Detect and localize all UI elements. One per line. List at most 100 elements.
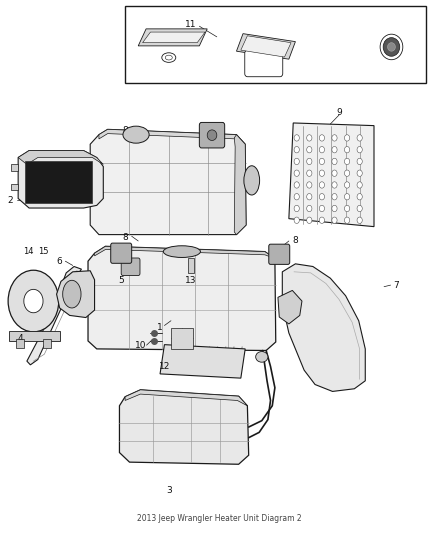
Polygon shape [171, 328, 193, 349]
Text: 12: 12 [159, 362, 170, 371]
Text: 8: 8 [122, 233, 128, 242]
Polygon shape [138, 29, 207, 46]
Circle shape [319, 147, 325, 153]
Circle shape [307, 147, 312, 153]
Text: 11: 11 [185, 20, 196, 29]
Polygon shape [143, 32, 205, 43]
Text: 13: 13 [185, 276, 196, 285]
Polygon shape [278, 290, 302, 324]
Text: 5: 5 [118, 276, 124, 285]
Ellipse shape [165, 55, 172, 60]
Circle shape [357, 217, 362, 223]
Polygon shape [120, 390, 249, 464]
Circle shape [344, 147, 350, 153]
Circle shape [294, 205, 299, 212]
Text: 2013 Jeep Wrangler Heater Unit Diagram 2: 2013 Jeep Wrangler Heater Unit Diagram 2 [137, 514, 301, 523]
Circle shape [319, 170, 325, 176]
Circle shape [294, 182, 299, 188]
Circle shape [319, 135, 325, 141]
Circle shape [319, 205, 325, 212]
Text: 9: 9 [336, 108, 342, 117]
Circle shape [24, 289, 43, 313]
Circle shape [357, 147, 362, 153]
Circle shape [307, 217, 312, 223]
Circle shape [332, 205, 337, 212]
Circle shape [307, 158, 312, 165]
Circle shape [344, 170, 350, 176]
Polygon shape [160, 345, 245, 378]
Polygon shape [18, 151, 103, 165]
Circle shape [307, 205, 312, 212]
FancyBboxPatch shape [199, 123, 225, 148]
Polygon shape [90, 130, 246, 235]
Circle shape [319, 182, 325, 188]
Ellipse shape [256, 352, 268, 362]
Bar [10, 331, 60, 342]
Polygon shape [283, 264, 365, 391]
FancyBboxPatch shape [121, 258, 140, 276]
Polygon shape [18, 151, 103, 208]
Circle shape [357, 193, 362, 200]
Text: 15: 15 [38, 247, 49, 256]
Ellipse shape [63, 280, 81, 308]
Text: 1: 1 [157, 323, 163, 332]
Text: 3: 3 [166, 486, 172, 495]
Circle shape [294, 147, 299, 153]
FancyBboxPatch shape [245, 50, 283, 77]
Bar [125, 6, 426, 83]
Circle shape [8, 270, 59, 332]
Circle shape [294, 170, 299, 176]
Ellipse shape [380, 34, 403, 60]
Circle shape [319, 158, 325, 165]
Circle shape [294, 193, 299, 200]
Circle shape [332, 147, 337, 153]
Ellipse shape [123, 126, 149, 143]
Circle shape [344, 217, 350, 223]
Circle shape [294, 158, 299, 165]
Circle shape [357, 158, 362, 165]
Circle shape [332, 158, 337, 165]
Circle shape [344, 205, 350, 212]
Circle shape [307, 193, 312, 200]
Text: 14: 14 [23, 247, 33, 256]
Polygon shape [57, 271, 95, 318]
Bar [11, 184, 18, 190]
Circle shape [357, 135, 362, 141]
Bar [16, 340, 24, 348]
Bar [188, 258, 194, 273]
Circle shape [344, 182, 350, 188]
Circle shape [344, 158, 350, 165]
Text: 7: 7 [393, 280, 399, 289]
Circle shape [344, 135, 350, 141]
Polygon shape [241, 36, 291, 57]
Circle shape [332, 135, 337, 141]
Ellipse shape [383, 38, 400, 56]
Polygon shape [237, 34, 295, 59]
Circle shape [294, 217, 299, 223]
Circle shape [344, 193, 350, 200]
Polygon shape [99, 130, 245, 144]
Circle shape [357, 182, 362, 188]
Circle shape [319, 217, 325, 223]
Bar [43, 340, 51, 348]
Circle shape [332, 217, 337, 223]
FancyBboxPatch shape [111, 243, 132, 263]
Ellipse shape [163, 246, 201, 257]
Ellipse shape [162, 53, 176, 62]
Ellipse shape [388, 43, 396, 51]
Text: 2: 2 [7, 196, 13, 205]
Circle shape [332, 193, 337, 200]
Ellipse shape [207, 130, 217, 141]
Circle shape [319, 193, 325, 200]
Circle shape [357, 170, 362, 176]
Bar [25, 161, 92, 203]
Polygon shape [88, 246, 276, 351]
Polygon shape [234, 135, 246, 235]
Text: 8: 8 [293, 237, 298, 246]
Ellipse shape [244, 166, 260, 195]
Text: 4: 4 [18, 334, 23, 343]
Circle shape [332, 170, 337, 176]
Polygon shape [289, 123, 374, 227]
Circle shape [307, 182, 312, 188]
Text: 8: 8 [122, 126, 128, 135]
